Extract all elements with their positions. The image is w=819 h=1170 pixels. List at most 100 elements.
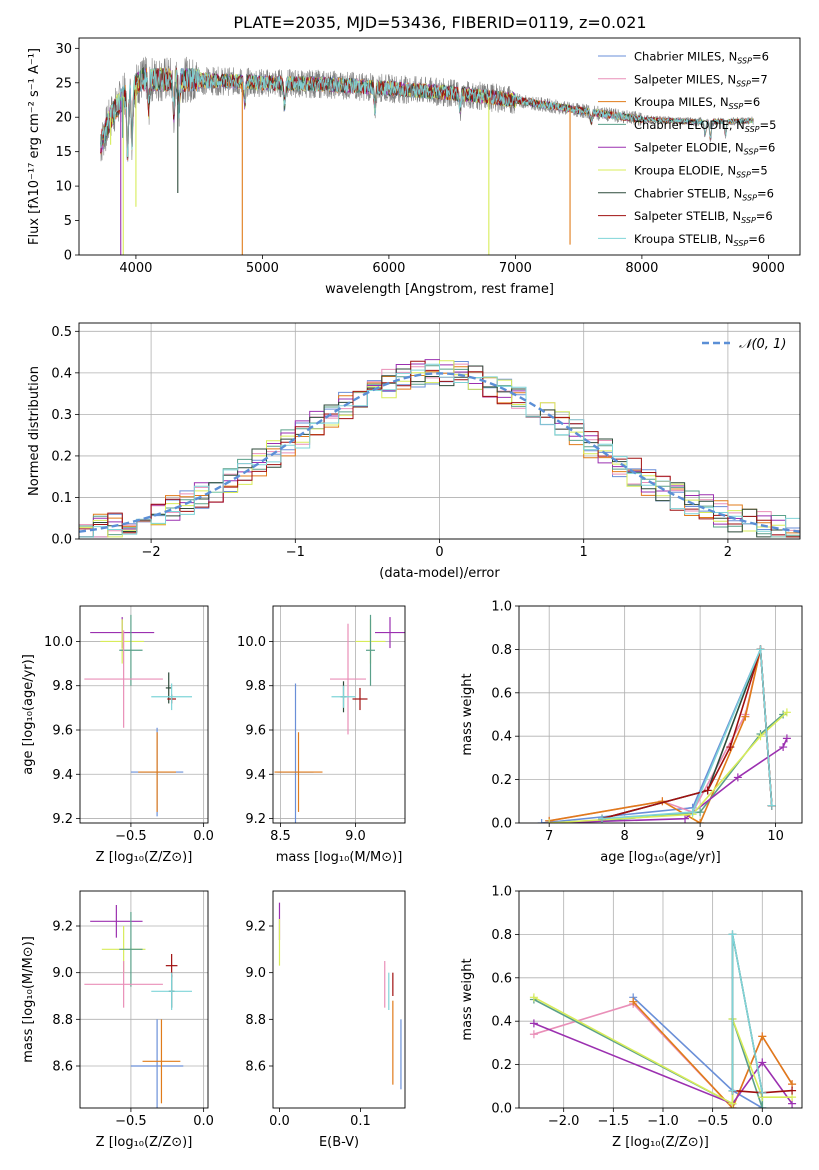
y-tick-label: 9.2 bbox=[245, 812, 266, 827]
y-tick-label: 9.2 bbox=[52, 920, 73, 935]
y-axis-label: age [log₁₀(age/yr)] bbox=[21, 654, 36, 775]
plot-area bbox=[100, 56, 754, 255]
weight-marker-kroupa_elodie bbox=[782, 708, 791, 717]
legend-entry-subscript: SSP bbox=[737, 57, 752, 66]
y-tick-label: 0.8 bbox=[491, 928, 512, 943]
axes-frame bbox=[79, 890, 209, 1109]
residuals-panel: −2 −1 0 1 2 0.0 0.1 0.2 0.3 0.4 0.5 (data-model)/er… bbox=[27, 322, 801, 581]
legend-entry-subscript: SSP bbox=[745, 125, 760, 134]
weight-marker-kroupa_stelib bbox=[756, 645, 765, 654]
weight-marker-kroupa_miles bbox=[741, 712, 750, 721]
y-tick-label: 9.4 bbox=[245, 768, 266, 783]
y-tick-label: 10 bbox=[55, 180, 72, 195]
x-tick-label: 8.5 bbox=[270, 829, 291, 844]
x-tick-label: 8 bbox=[621, 829, 629, 844]
y-tick-label: 20 bbox=[55, 111, 72, 126]
legend-entry: Salpeter MILES, NSSP=7 bbox=[634, 72, 768, 88]
legend-entry-subscript: SSP bbox=[736, 171, 751, 180]
x-tick-label: 9 bbox=[696, 829, 704, 844]
y-tick-label: 0.1 bbox=[51, 491, 72, 506]
x-tick-label: −1 bbox=[286, 545, 305, 560]
y-tick-label: 9.8 bbox=[245, 679, 266, 694]
weight-line-salpeter_stelib bbox=[601, 649, 773, 820]
weight-marker-salpeter_stelib bbox=[726, 743, 735, 752]
model-spectrum-salpeter_elodie bbox=[100, 67, 754, 160]
weight-marker-salpeter_stelib bbox=[788, 1086, 797, 1095]
legend-entry: Chabrier MILES, NSSP=6 bbox=[634, 50, 769, 66]
y-tick-label: 0.4 bbox=[491, 1015, 512, 1030]
y-tick-label: 0.4 bbox=[491, 730, 512, 745]
legend-entry-name: Salpeter MILES, N bbox=[634, 72, 736, 86]
y-tick-label: 1.0 bbox=[491, 600, 512, 615]
x-tick-label: −2.0 bbox=[548, 1114, 580, 1129]
y-tick-label: 0.0 bbox=[51, 533, 72, 548]
x-tick-label: 0.0 bbox=[193, 1114, 214, 1129]
legend-entry-count: =5 bbox=[760, 118, 777, 132]
legend-entry-count: =6 bbox=[758, 141, 775, 155]
weight-marker-kroupa_elodie bbox=[728, 1099, 737, 1108]
figure-title: PLATE=2035, MJD=53436, FIBERID=0119, z=0… bbox=[233, 13, 646, 32]
y-tick-label: 0.4 bbox=[51, 366, 72, 381]
y-axis-label: Flux [fλ10⁻¹⁷ erg cm⁻² s⁻¹ A⁻¹] bbox=[27, 48, 42, 245]
weight-marker-salpeter_elodie bbox=[782, 734, 791, 743]
model-spectrum-kroupa_stelib bbox=[100, 67, 754, 158]
x-tick-label: −0.5 bbox=[115, 829, 147, 844]
plot-area bbox=[84, 905, 192, 1108]
y-tick-label: 0.2 bbox=[491, 1058, 512, 1073]
weight-marker-salpeter_elodie bbox=[681, 814, 690, 823]
x-tick-label: 7000 bbox=[499, 261, 532, 276]
legend-entry-name: Chabrier ELODIE, N bbox=[634, 118, 745, 132]
axes-frame bbox=[272, 890, 406, 1109]
x-tick-label: 10 bbox=[767, 829, 784, 844]
legend-entry-name: Kroupa ELODIE, N bbox=[634, 164, 736, 178]
legend-entry-count: =6 bbox=[743, 95, 760, 109]
legend-entry-subscript: SSP bbox=[744, 148, 759, 157]
y-axis-label: Normed distribution bbox=[27, 366, 42, 496]
mass-vs-ebv-panel: 0.0 0.1 8.6 8.8 9.0 9.2 E(B-V) bbox=[245, 890, 406, 1150]
weight-marker-kroupa_miles bbox=[629, 997, 638, 1006]
x-tick-label: 0 bbox=[435, 545, 443, 560]
weight-vs-age-panel: 7 8 9 10 0.0 0.2 0.4 0.6 0.8 1.0 age [log₁₀(age/yr… bbox=[460, 600, 803, 865]
weight-marker-chabrier_elodie bbox=[696, 808, 705, 817]
normal-curve bbox=[79, 372, 800, 533]
axes-frame bbox=[79, 605, 209, 824]
spectrum-panel: 4000 5000 6000 7000 8000 9000 0 5 10 15 20 25 30 wave… bbox=[27, 37, 801, 297]
x-tick-label: 5000 bbox=[246, 261, 279, 276]
weight-line-chabrier_stelib bbox=[601, 649, 773, 820]
axes-frame bbox=[272, 605, 406, 824]
x-axis-label: Z [log₁₀(Z/Z⊙)] bbox=[612, 1135, 709, 1150]
x-tick-label: 1 bbox=[580, 545, 588, 560]
legend-entry-subscript: SSP bbox=[736, 79, 751, 88]
y-tick-label: 9.4 bbox=[52, 768, 73, 783]
x-tick-label: 8000 bbox=[625, 261, 658, 276]
x-axis-label: Z [log₁₀(Z/Z⊙)] bbox=[96, 1135, 193, 1150]
y-tick-label: 8.6 bbox=[245, 1060, 266, 1075]
y-tick-label: 0.5 bbox=[51, 325, 72, 340]
legend-entry: Salpeter ELODIE, NSSP=6 bbox=[634, 141, 775, 157]
legend-entry-subscript: SSP bbox=[729, 102, 744, 111]
y-tick-label: 25 bbox=[55, 76, 72, 91]
y-tick-label: 9.2 bbox=[245, 920, 266, 935]
x-axis-label: age [log₁₀(age/yr)] bbox=[600, 850, 721, 865]
y-tick-label: 9.6 bbox=[52, 724, 73, 739]
y-tick-label: 9.0 bbox=[52, 966, 73, 981]
x-tick-label: 4000 bbox=[119, 261, 152, 276]
weight-line-kroupa_stelib bbox=[601, 649, 773, 820]
y-tick-label: 0 bbox=[64, 249, 72, 264]
legend-entry-subscript: SSP bbox=[741, 216, 756, 225]
legend-entry-count: =7 bbox=[751, 72, 768, 86]
plot-area bbox=[79, 359, 800, 538]
legend-entry: 𝒩(0, 1) bbox=[739, 337, 786, 352]
weight-marker-salpeter_elodie bbox=[758, 1058, 767, 1067]
weight-marker-kroupa_stelib bbox=[598, 814, 607, 823]
legend-entry-subscript: SSP bbox=[734, 239, 749, 248]
legend-entry-count: =6 bbox=[752, 50, 769, 64]
y-tick-label: 1.0 bbox=[491, 885, 512, 900]
x-tick-label: −1.0 bbox=[647, 1114, 679, 1129]
legend-entry-count: =5 bbox=[751, 164, 768, 178]
y-tick-label: 0.8 bbox=[491, 643, 512, 658]
weight-marker-salpeter_stelib bbox=[703, 786, 712, 795]
y-tick-label: 8.6 bbox=[52, 1060, 73, 1075]
plot-area bbox=[274, 614, 405, 823]
